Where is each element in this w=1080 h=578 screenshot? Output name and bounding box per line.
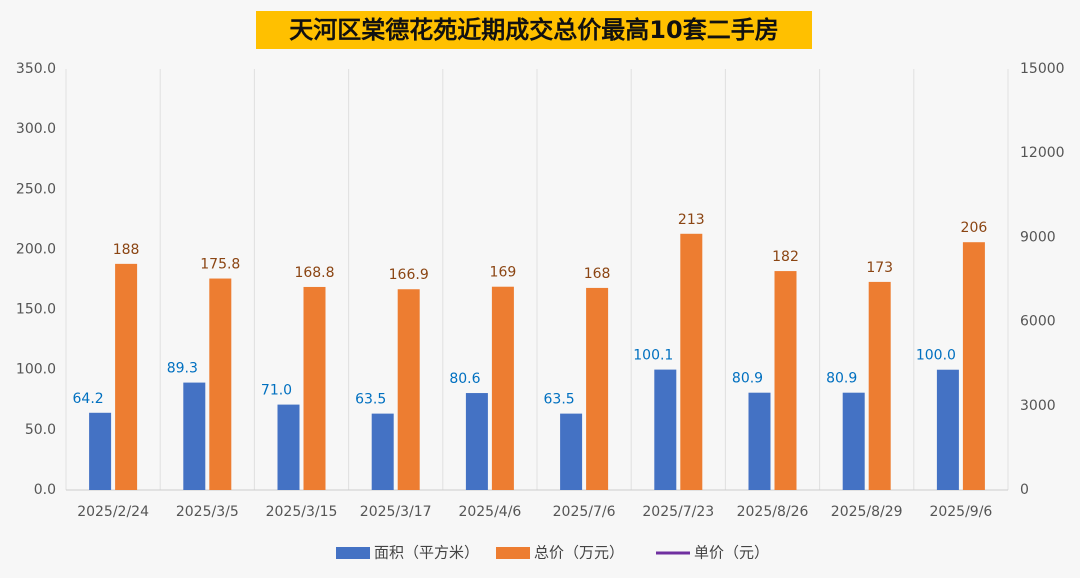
y-tick-label: 100.0: [16, 362, 56, 378]
x-tick-label: 2025/3/5: [176, 504, 239, 520]
x-tick-label: 2025/8/26: [737, 504, 809, 520]
value-label: 63.5: [355, 392, 386, 408]
bar: [560, 413, 583, 490]
x-tick-label: 2025/2/24: [77, 504, 149, 520]
value-label: 206: [961, 220, 988, 236]
y-tick-label: 250.0: [16, 181, 56, 197]
bar: [491, 286, 514, 490]
y-tick-label: 200.0: [16, 241, 56, 257]
value-label: 71.0: [261, 383, 292, 399]
x-tick-label: 2025/9/6: [929, 504, 992, 520]
bar: [115, 263, 138, 490]
chart-title: 天河区棠德花苑近期成交总价最高10套二手房: [289, 16, 778, 44]
bar: [465, 393, 488, 490]
value-label: 173: [866, 260, 893, 276]
bar: [680, 233, 703, 490]
value-label: 182: [772, 249, 799, 265]
value-label: 63.5: [544, 392, 575, 408]
y2-tick-label: 6000: [1020, 314, 1056, 330]
y-tick-label: 350.0: [16, 61, 56, 77]
value-label: 168: [584, 266, 611, 282]
bar: [868, 281, 891, 490]
value-label: 175.8: [200, 257, 240, 273]
legend-label: 总价（万元）: [534, 544, 624, 562]
value-label: 80.6: [449, 371, 480, 387]
x-tick-label: 2025/7/23: [642, 504, 714, 520]
bar: [654, 369, 677, 490]
legend-label: 面积（平方米）: [374, 544, 479, 562]
title-box: [256, 11, 812, 49]
value-label: 64.2: [73, 391, 104, 407]
bar: [303, 286, 326, 490]
y2-tick-label: 0: [1020, 482, 1029, 498]
legend-swatch: [496, 547, 530, 559]
value-label: 100.1: [633, 348, 673, 364]
y-tick-label: 0.0: [34, 482, 56, 498]
x-tick-label: 2025/3/17: [360, 504, 432, 520]
bar: [397, 289, 420, 490]
bar: [962, 242, 985, 490]
value-label: 168.8: [294, 265, 334, 281]
x-tick-label: 2025/8/29: [831, 504, 903, 520]
value-label: 100.0: [916, 348, 956, 364]
bar: [209, 278, 232, 490]
bar: [371, 413, 394, 490]
bar: [277, 404, 300, 490]
bar: [774, 271, 797, 490]
y2-tick-label: 15000: [1020, 61, 1065, 77]
y2-tick-label: 3000: [1020, 398, 1056, 414]
bar: [748, 392, 771, 490]
value-label: 188: [113, 242, 140, 258]
y2-tick-label: 12000: [1020, 145, 1065, 161]
bar: [89, 412, 112, 490]
y-tick-label: 300.0: [16, 121, 56, 137]
value-label: 80.9: [732, 371, 763, 387]
bar: [842, 392, 865, 490]
y-tick-label: 50.0: [25, 422, 56, 438]
value-label: 89.3: [167, 361, 198, 377]
value-label: 169: [490, 265, 517, 281]
legend-swatch: [336, 547, 370, 559]
x-tick-label: 2025/7/6: [553, 504, 616, 520]
value-label: 166.9: [389, 267, 429, 283]
x-tick-label: 2025/4/6: [458, 504, 521, 520]
bar: [936, 369, 959, 490]
value-label: 80.9: [826, 371, 857, 387]
bar: [183, 382, 206, 490]
y2-tick-label: 9000: [1020, 229, 1056, 245]
bar: [586, 287, 609, 490]
value-label: 213: [678, 212, 705, 228]
x-tick-label: 2025/3/15: [266, 504, 338, 520]
legend-label: 单价（元）: [694, 544, 769, 562]
y-tick-label: 150.0: [16, 302, 56, 318]
